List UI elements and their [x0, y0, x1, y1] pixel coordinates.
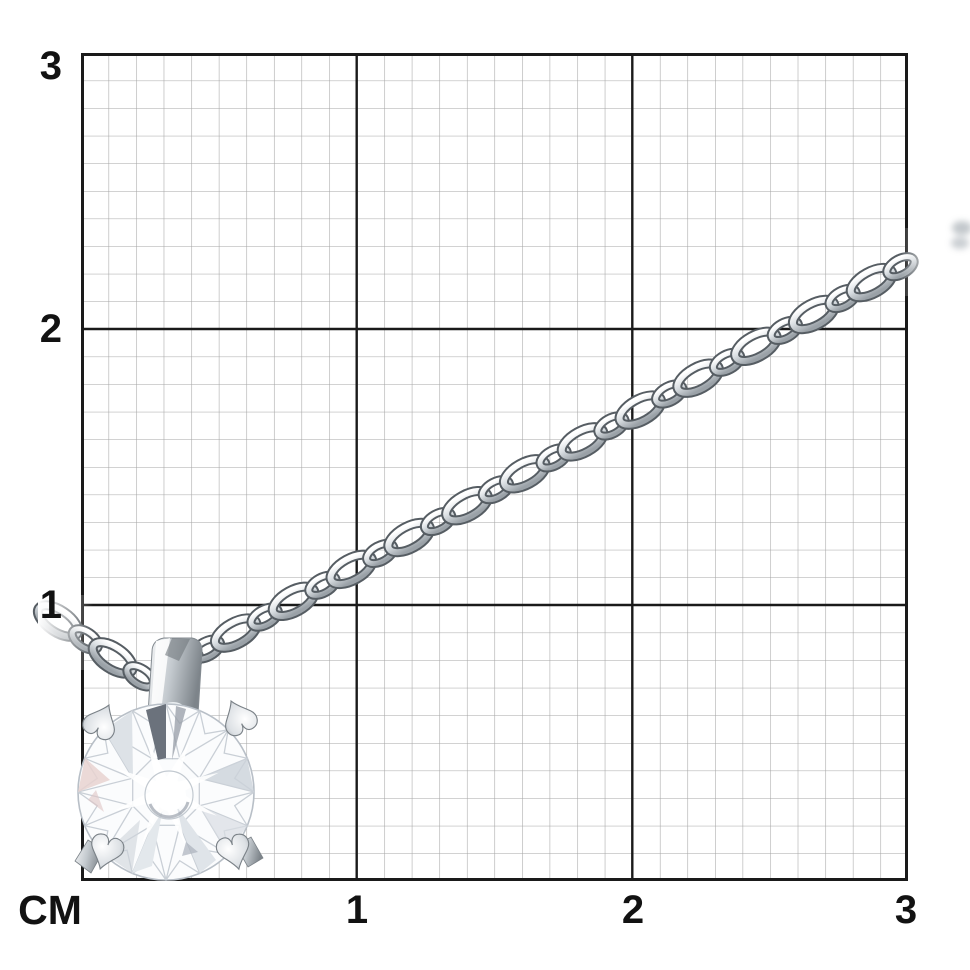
axis-labels: 3 2 1 CM 1 2 3	[18, 44, 917, 933]
diamond-center-crescent	[148, 801, 190, 819]
bail-highlight	[151, 638, 170, 712]
y-axis-label-2: 2	[40, 307, 62, 351]
y-axis-label-1: 1	[40, 583, 62, 627]
blurred-chain-fragment	[951, 221, 970, 249]
y-axis-label-3: 3	[40, 44, 62, 88]
chain-right-fade	[900, 228, 934, 296]
unit-label-cm: CM	[18, 887, 82, 933]
pendant	[74, 637, 264, 882]
x-axis-label-2: 2	[622, 888, 644, 932]
x-axis-label-1: 1	[346, 888, 368, 932]
diamond-culet-ring	[144, 770, 194, 820]
x-axis-label-3: 3	[895, 888, 917, 932]
bail-reflection	[165, 638, 190, 661]
chain-left-fade	[38, 595, 93, 670]
grid-border	[81, 53, 908, 881]
diamond-center-highlight	[154, 779, 186, 811]
